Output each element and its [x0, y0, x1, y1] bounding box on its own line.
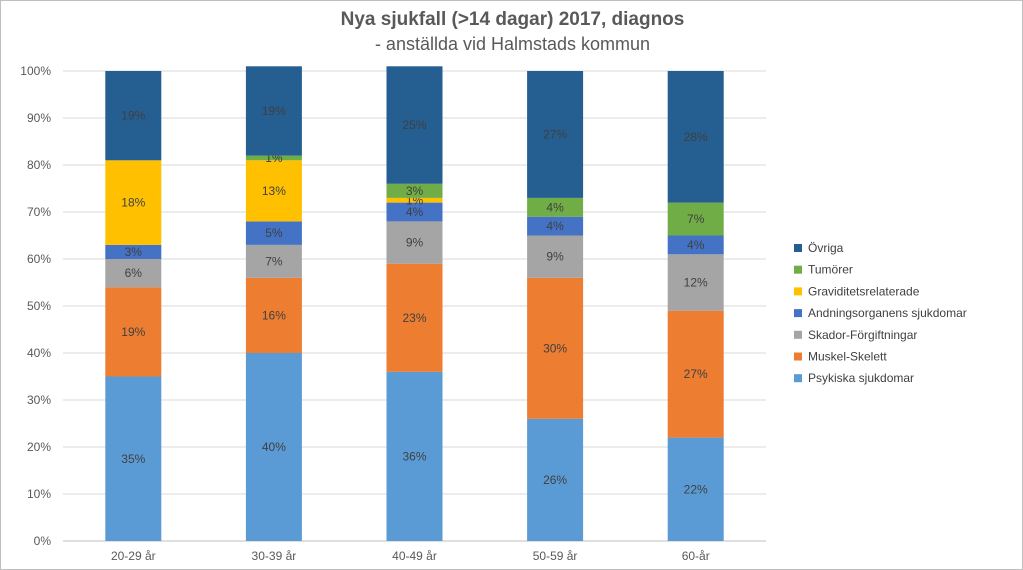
- data-label: 6%: [125, 266, 143, 280]
- bar-segment: [667, 71, 724, 203]
- data-label: 13%: [262, 184, 286, 198]
- y-tick-label: 10%: [27, 487, 51, 501]
- legend-swatch: [794, 352, 802, 361]
- data-label: 4%: [546, 219, 564, 233]
- bar-segment: [245, 221, 302, 245]
- data-label: 5%: [265, 226, 283, 240]
- bar-segment: [105, 376, 162, 541]
- chart-subtitle: - anställda vid Halmstads kommun: [374, 34, 651, 54]
- bar-segment: [527, 277, 584, 419]
- bar-segment: [245, 277, 302, 353]
- y-tick-label: 80%: [27, 158, 51, 172]
- bar-segment: [105, 160, 162, 245]
- legend-label: Skador-Förgiftningar: [808, 328, 917, 342]
- data-label: 23%: [402, 311, 426, 325]
- y-tick-label: 60%: [27, 252, 51, 266]
- x-tick-label: 20-29 år: [111, 549, 156, 563]
- bar-segment: [245, 160, 302, 222]
- bar-segment: [245, 353, 302, 541]
- legend-swatch: [794, 244, 802, 252]
- bar-segment: [386, 183, 443, 198]
- data-label: 12%: [684, 276, 708, 290]
- data-label: 27%: [543, 127, 567, 141]
- data-label: 25%: [402, 118, 426, 132]
- bar-segment: [667, 202, 724, 236]
- data-label: 18%: [121, 196, 145, 210]
- y-tick-label: 50%: [27, 299, 51, 313]
- data-label: 40%: [262, 440, 286, 454]
- bar-segment: [527, 197, 584, 217]
- x-tick-label: 30-39 år: [252, 549, 297, 563]
- data-label: 35%: [121, 452, 145, 466]
- data-label: 4%: [546, 200, 564, 214]
- data-label: 7%: [265, 254, 283, 268]
- y-tick-label: 0%: [34, 534, 52, 548]
- legend-swatch: [794, 330, 802, 339]
- bar-segment: [386, 371, 443, 541]
- y-tick-label: 20%: [27, 440, 51, 454]
- data-label: 9%: [406, 236, 424, 250]
- bar-segment: [386, 221, 443, 264]
- data-label: 19%: [262, 104, 286, 118]
- bar-segment: [527, 216, 584, 236]
- x-tick-label: 40-49 år: [392, 549, 437, 563]
- bar-segment: [105, 259, 162, 288]
- data-label: 9%: [546, 250, 564, 264]
- data-label: 7%: [687, 212, 705, 226]
- data-label: 19%: [121, 109, 145, 123]
- bar-segment: [527, 418, 584, 541]
- bar-segment: [105, 244, 162, 259]
- data-label: 28%: [684, 130, 708, 144]
- legend-swatch: [794, 309, 802, 318]
- legend-label: Psykiska sjukdomar: [808, 371, 914, 385]
- legend-swatch: [794, 265, 802, 274]
- data-label: 4%: [687, 238, 705, 252]
- data-label: 19%: [121, 325, 145, 339]
- data-label: 22%: [684, 482, 708, 496]
- legend-label: Övriga: [808, 241, 844, 255]
- y-tick-label: 30%: [27, 393, 51, 407]
- legend-label: Muskel-Skelett: [808, 350, 887, 364]
- bar-segment: [527, 235, 584, 278]
- y-tick-label: 90%: [27, 111, 51, 125]
- bar-segment: [667, 254, 724, 311]
- data-label: 27%: [684, 367, 708, 381]
- chart-title: Nya sjukfall (>14 dagar) 2017, diagnos: [340, 9, 685, 30]
- bar-segment: [667, 437, 724, 541]
- bar-segment: [105, 287, 162, 377]
- x-tick-label: 50-59 år: [533, 549, 578, 563]
- bar-segment: [386, 202, 443, 222]
- data-label: 30%: [543, 341, 567, 355]
- legend-swatch: [794, 374, 802, 383]
- data-label: 4%: [406, 205, 424, 219]
- data-label: 16%: [262, 308, 286, 322]
- y-tick-label: 40%: [27, 346, 51, 360]
- data-label: 36%: [402, 449, 426, 463]
- bar-segment: [386, 197, 443, 203]
- bar-segment: [667, 310, 724, 438]
- bar-segment: [527, 71, 584, 198]
- bar-segment: [245, 155, 302, 161]
- data-label: 26%: [543, 473, 567, 487]
- bar-segment: [386, 66, 443, 184]
- bar-segment: [245, 66, 302, 156]
- y-tick-label: 100%: [20, 64, 51, 78]
- data-label: 3%: [125, 245, 143, 259]
- legend-label: Tumörer: [808, 263, 853, 277]
- y-tick-label: 70%: [27, 205, 51, 219]
- legend-swatch: [794, 287, 802, 296]
- bar-segment: [386, 263, 443, 372]
- x-tick-label: 60-år: [682, 549, 710, 563]
- legend-label: Andningsorganens sjukdomar: [808, 306, 967, 320]
- data-label: 3%: [406, 184, 424, 198]
- bar-segment: [245, 244, 302, 278]
- bar-segment: [105, 71, 162, 161]
- bar-segment: [667, 235, 724, 255]
- legend-label: Graviditetsrelaterade: [808, 284, 920, 298]
